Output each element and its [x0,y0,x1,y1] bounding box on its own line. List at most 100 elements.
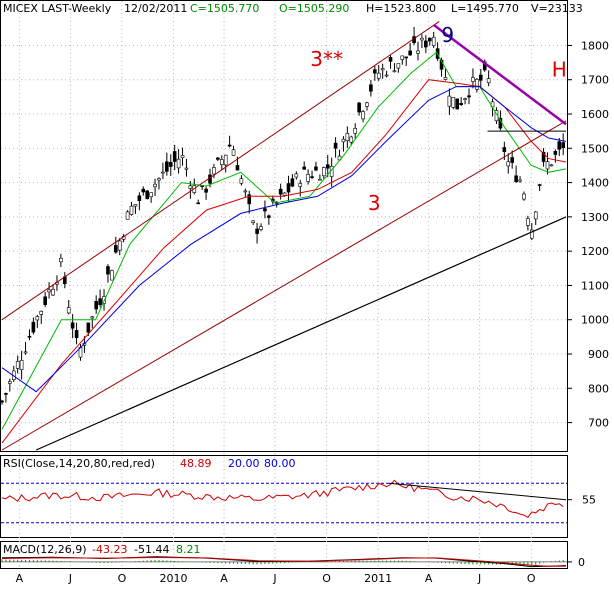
price-candle [219,159,224,165]
price-candle [400,55,405,60]
price-candle [294,173,299,178]
price-candle [35,316,40,321]
price-candle [514,175,518,182]
price-candle [19,360,24,370]
price-candle [43,296,47,305]
price-candle [549,164,554,167]
price-candle [384,74,389,77]
macd-hist-value: 8.21 [176,543,201,556]
price-candle [451,96,456,108]
price-candle [478,74,483,81]
price-panel [0,0,568,452]
price-candle [235,165,240,171]
low-label: L=1495.770 [451,2,519,15]
price-candle [518,179,522,182]
price-candle [502,147,507,152]
price-candle [486,78,491,84]
price-candle [59,257,63,263]
price-candle [172,151,177,162]
y-tick-label: 1200 [581,245,609,258]
price-candle [349,136,354,143]
rsi-y-tick-label: 55 [582,494,596,507]
price-candle [90,316,95,319]
price-candle [376,72,381,79]
price-candle [325,164,330,169]
series-ma-mid [1,79,567,444]
price-candle [204,188,208,193]
price-candle [117,240,122,251]
annotation-label: 9 [441,23,454,47]
price-candle [369,84,373,92]
series-macd-signal [1,556,567,567]
close-label: C=1505.770 [190,2,259,15]
price-candle [404,56,409,59]
volume-label: V=23133 [531,2,583,15]
price-candle [282,192,287,196]
price-candle [231,149,236,156]
series-channel-lower [1,120,567,451]
rsi-high-band-value: 80.00 [264,457,296,470]
price-candle [302,166,306,170]
price-candle [447,95,452,107]
series-support [35,216,567,451]
price-candle [455,98,460,110]
y-tick-label: 1500 [581,142,609,155]
price-candle [23,351,28,354]
price-candle [522,193,526,200]
price-candle [361,111,365,120]
annotation-label: 3 [368,191,381,215]
price-candle [357,102,361,113]
annotation-label: 3** [310,47,343,71]
x-tick-label: 2011 [364,572,392,585]
price-candle [247,194,252,205]
price-candle [420,37,424,41]
price-candle [557,141,562,150]
price-candle [125,211,130,220]
x-tick-label: A [220,572,228,585]
price-candle [188,185,193,189]
series-trend-9 [432,23,567,126]
y-tick-label: 1600 [581,108,609,121]
y-tick-label: 1100 [581,279,609,292]
price-candle [4,393,8,395]
open-label: O=1505.290 [279,2,349,15]
price-candle [51,289,55,296]
y-tick-label: 800 [588,382,609,395]
x-tick-label: O [322,572,331,585]
price-candle [416,50,420,54]
price-candle [388,57,393,62]
price-candle [298,183,303,187]
macd-title: MACD(12,26,9) [3,543,87,556]
high-label: H=1523.800 [366,2,436,15]
x-tick-label: 2010 [160,572,188,585]
price-candle [310,176,314,178]
price-candle [212,167,216,175]
rsi-value: 48.89 [180,457,212,470]
price-candle [137,195,142,201]
series-ma-slow [1,86,567,393]
price-candle [196,202,201,205]
price-candle [66,307,71,314]
price-candle [129,205,134,215]
series-rsi [1,479,564,518]
price-candle [537,184,542,186]
price-candle [475,78,479,90]
price-candle [184,167,189,170]
price-candle [110,270,114,281]
annotation-layer: 3** 9 H 3 [310,23,567,215]
price-candle [541,151,546,162]
price-candle [553,151,558,155]
price-candle [70,322,75,329]
price-candle [443,77,448,80]
price-candle [545,161,550,170]
price-candle [114,245,118,253]
price-candle [290,178,295,187]
price-candle [318,178,322,181]
series-rsi-trend [388,482,567,501]
price-candle [259,226,263,230]
rsi-panel [0,455,568,538]
price-candle [157,178,161,181]
price-candle [392,70,397,73]
rsi-title: RSI(Close,14,20,80,red,red) [3,457,155,470]
price-candle [510,157,514,163]
